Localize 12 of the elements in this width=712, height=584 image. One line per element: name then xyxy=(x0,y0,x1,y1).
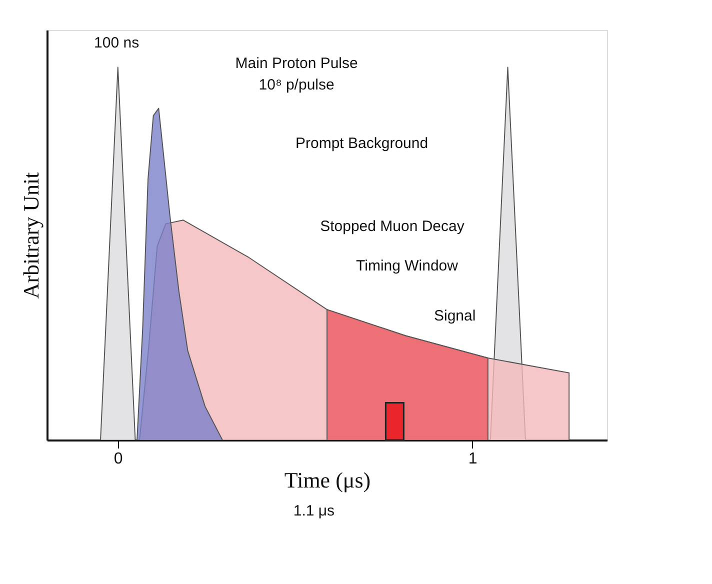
annotation: 10⁸ p/pulse xyxy=(258,76,334,94)
text: 1.1 μs xyxy=(293,502,335,520)
y-axis-title: Arbitrary Unit xyxy=(18,172,44,299)
x-tick-label: 1 xyxy=(468,450,478,468)
annotation: Timing Window xyxy=(356,258,458,275)
annotation: Prompt Background xyxy=(295,135,428,152)
x-axis-title: Time (μs) xyxy=(284,468,371,492)
annotation: Signal xyxy=(434,308,476,325)
text: 100 ns xyxy=(94,34,140,52)
x-tick-label: 0 xyxy=(114,450,123,468)
annotation: Stopped Muon Decay xyxy=(320,218,465,236)
annotation: Main Proton Pulse xyxy=(235,54,358,72)
